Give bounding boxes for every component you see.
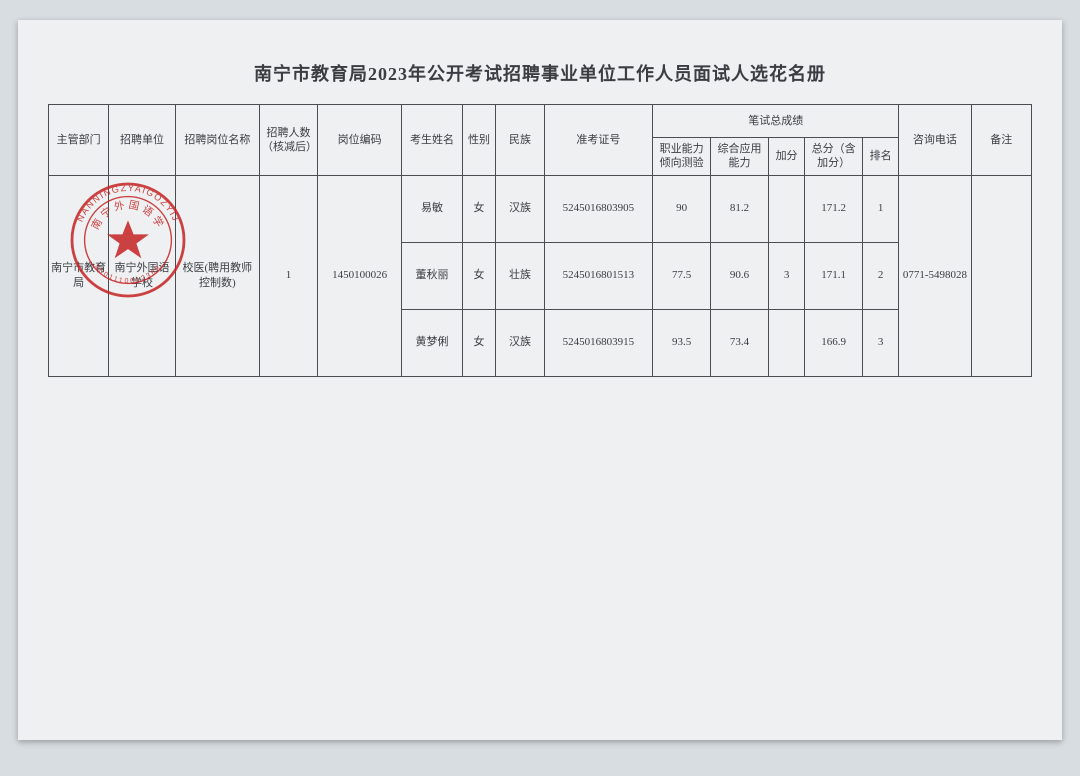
cell-remark [971, 175, 1031, 376]
cell-phone: 0771-5498028 [899, 175, 971, 376]
cell-name: 黄梦俐 [402, 309, 462, 376]
cell-rank: 1 [863, 175, 899, 242]
col-name: 考生姓名 [402, 105, 462, 176]
cell-s3: 3 [768, 242, 804, 309]
table-row: 南宁市教育局 南宁外国语学校 校医(聘用教师控制数) 1 1450100026 … [49, 175, 1032, 242]
cell-s2: 90.6 [711, 242, 769, 309]
cell-code: 1450100026 [317, 175, 401, 376]
col-gender: 性别 [462, 105, 496, 176]
col-count: 招聘人数（核减后） [260, 105, 318, 176]
cell-ticket: 5245016801513 [544, 242, 653, 309]
col-unit: 招聘单位 [109, 105, 175, 176]
cell-s2: 81.2 [711, 175, 769, 242]
col-s1: 职业能力倾向测验 [653, 138, 711, 176]
cell-s1: 90 [653, 175, 711, 242]
cell-s4: 171.2 [805, 175, 863, 242]
col-s4: 总分（含加分） [805, 138, 863, 176]
cell-s3 [768, 309, 804, 376]
cell-rank: 3 [863, 309, 899, 376]
cell-ticket: 5245016803905 [544, 175, 653, 242]
cell-post: 校医(聘用教师控制数) [175, 175, 259, 376]
cell-ticket: 5245016803915 [544, 309, 653, 376]
cell-s3 [768, 175, 804, 242]
col-post: 招聘岗位名称 [175, 105, 259, 176]
col-ticket: 准考证号 [544, 105, 653, 176]
col-remark: 备注 [971, 105, 1031, 176]
cell-s1: 93.5 [653, 309, 711, 376]
col-dept: 主管部门 [49, 105, 109, 176]
col-score-group: 笔试总成绩 [653, 105, 899, 138]
cell-dept: 南宁市教育局 [49, 175, 109, 376]
cell-unit: 南宁外国语学校 [109, 175, 175, 376]
document-page: 南宁市教育局2023年公开考试招聘事业单位工作人员面试人选花名册 主管部门 招聘… [18, 20, 1062, 740]
cell-s4: 166.9 [805, 309, 863, 376]
cell-gender: 女 [462, 309, 496, 376]
cell-name: 易敏 [402, 175, 462, 242]
cell-s4: 171.1 [805, 242, 863, 309]
roster-table: 主管部门 招聘单位 招聘岗位名称 招聘人数（核减后） 岗位编码 考生姓名 性别 … [48, 104, 1032, 377]
cell-rank: 2 [863, 242, 899, 309]
cell-gender: 女 [462, 242, 496, 309]
page-title: 南宁市教育局2023年公开考试招聘事业单位工作人员面试人选花名册 [48, 60, 1032, 86]
col-ethnic: 民族 [496, 105, 544, 176]
cell-s1: 77.5 [653, 242, 711, 309]
col-s3: 加分 [768, 138, 804, 176]
col-code: 岗位编码 [317, 105, 401, 176]
cell-s2: 73.4 [711, 309, 769, 376]
col-phone: 咨询电话 [899, 105, 971, 176]
cell-name: 董秋丽 [402, 242, 462, 309]
cell-ethnic: 汉族 [496, 309, 544, 376]
col-rank: 排名 [863, 138, 899, 176]
cell-count: 1 [260, 175, 318, 376]
cell-ethnic: 汉族 [496, 175, 544, 242]
col-s2: 综合应用能力 [711, 138, 769, 176]
cell-gender: 女 [462, 175, 496, 242]
cell-ethnic: 壮族 [496, 242, 544, 309]
